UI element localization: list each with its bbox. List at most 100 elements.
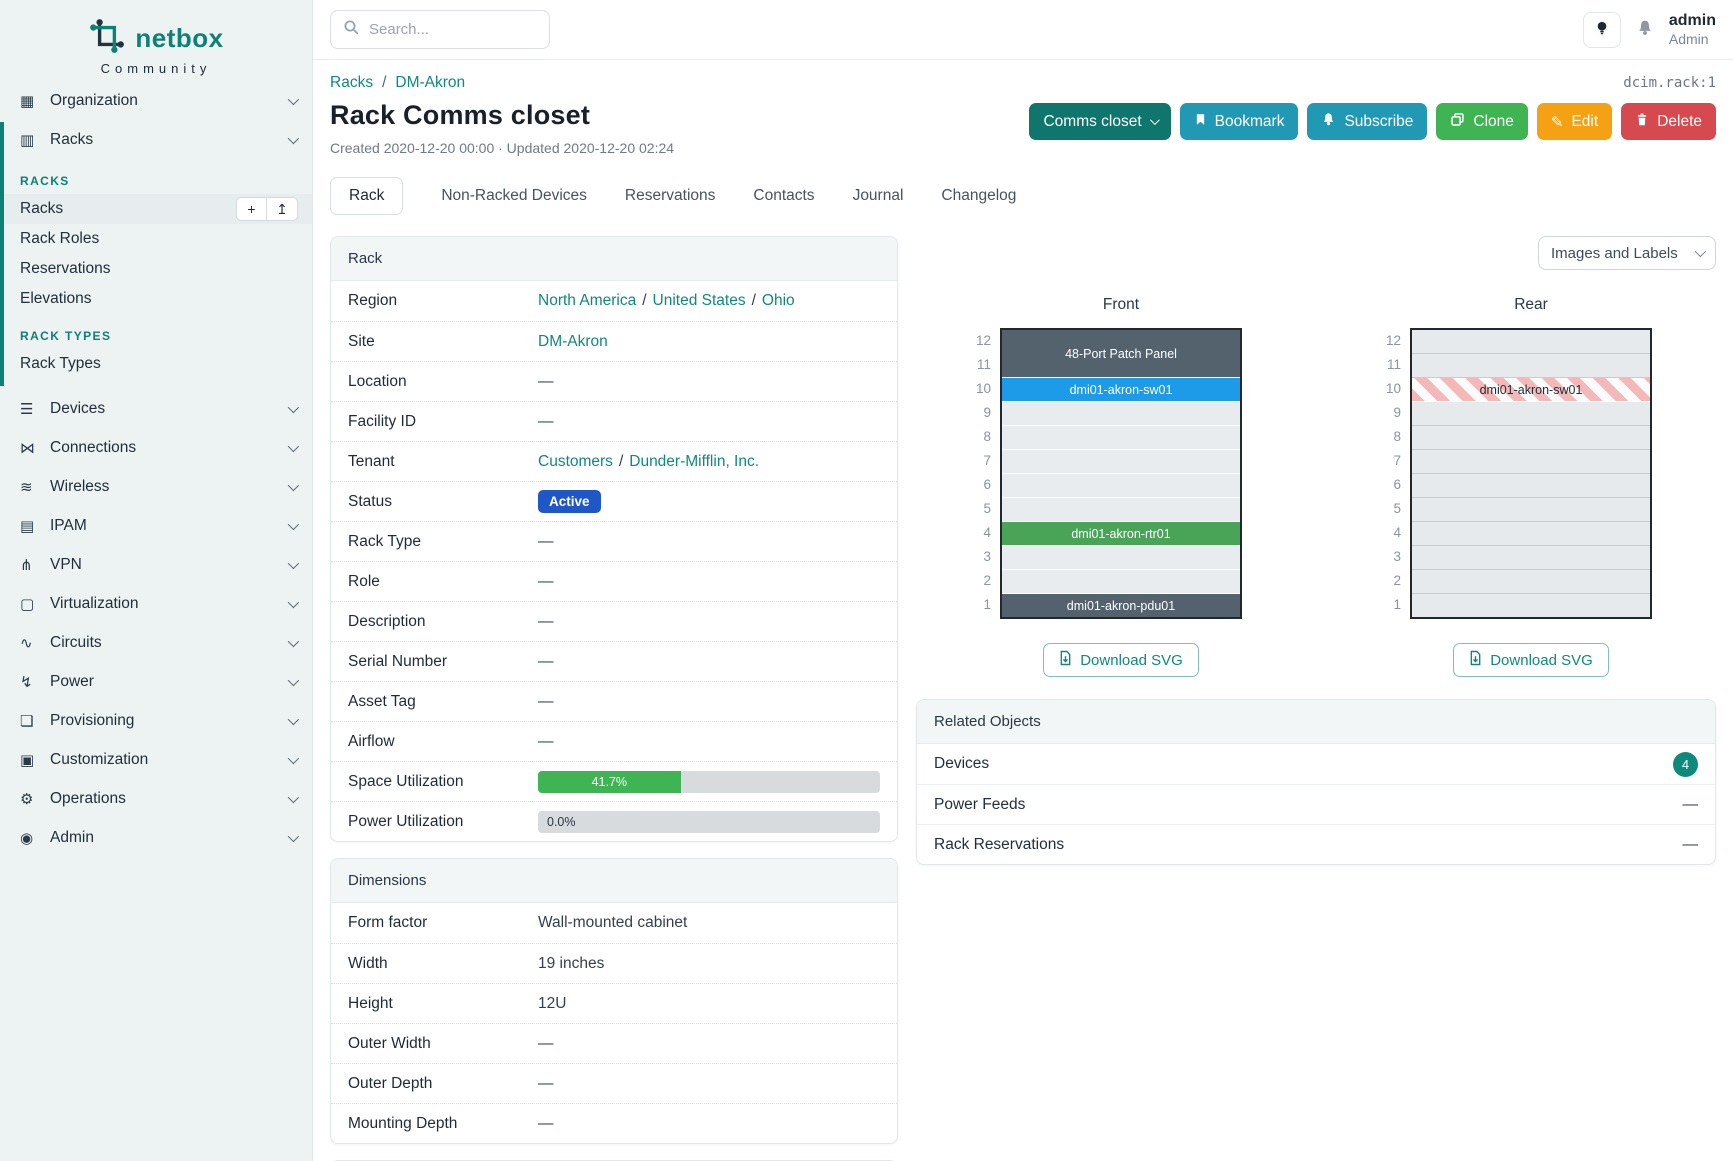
chevron-down-icon: [287, 752, 300, 764]
theme-toggle-button[interactable]: [1582, 11, 1621, 48]
tab-non-racked-devices[interactable]: Non-Racked Devices: [441, 186, 587, 204]
related-row-power-feeds[interactable]: Power Feeds —: [917, 784, 1715, 824]
brand-subtitle: Community: [100, 61, 212, 76]
sidebar-item-operations[interactable]: ⚙ Operations: [0, 779, 312, 818]
rack-device-patch-panel[interactable]: 48-Port Patch Panel: [1002, 330, 1240, 377]
site-link[interactable]: DM-Akron: [538, 332, 608, 350]
bookmark-button[interactable]: Bookmark: [1179, 103, 1299, 140]
status-badge: Active: [538, 490, 601, 513]
dimensions-card: Dimensions Form factor Wall-mounted cabi…: [330, 858, 898, 1144]
elevation-view-select[interactable]: Images and Labels: [1538, 236, 1716, 270]
front-elevation-title: Front: [1102, 296, 1140, 313]
sidebar-item-elevations[interactable]: Elevations: [20, 290, 92, 307]
subscribe-button[interactable]: Subscribe: [1307, 103, 1428, 140]
rack-slot-empty: [1412, 546, 1650, 570]
field-row-location: Location —: [331, 361, 897, 401]
monitor-icon: ▢: [20, 595, 35, 613]
search-input[interactable]: [369, 21, 537, 38]
sidebar-item-rack-roles[interactable]: Rack Roles: [20, 230, 100, 247]
edit-button[interactable]: ✎ Edit: [1536, 103, 1613, 140]
rack-device-sw01-rear[interactable]: dmi01-akron-sw01: [1412, 378, 1650, 401]
rack-card: Rack Region North America / United State…: [330, 236, 898, 842]
breadcrumb-link-site[interactable]: DM-Akron: [395, 74, 466, 91]
sidebar-item-virtualization[interactable]: ▢ Virtualization: [0, 584, 312, 623]
brand-block[interactable]: netbox Community: [0, 0, 312, 81]
field-row-region: Region North America / United States / O…: [348, 292, 795, 309]
copy-icon: [1450, 112, 1465, 132]
region-link[interactable]: United States: [652, 292, 746, 309]
sidebar-item-connections[interactable]: ⋈ Connections: [0, 428, 312, 467]
pencil-icon: ✎: [1550, 113, 1564, 131]
tab-journal[interactable]: Journal: [852, 186, 904, 204]
sidebar-item-power[interactable]: ↯ Power: [0, 662, 312, 701]
sidebar-group-heading-racks: RACKS: [20, 174, 70, 188]
user-menu[interactable]: admin Admin: [1669, 11, 1716, 49]
breadcrumb-separator: /: [382, 74, 387, 91]
rack-device-pdu01[interactable]: dmi01-akron-pdu01: [1002, 594, 1240, 617]
delete-button[interactable]: Delete: [1621, 103, 1716, 140]
notifications-button[interactable]: [1636, 19, 1654, 40]
bookmark-icon: [1194, 112, 1207, 132]
region-link[interactable]: Ohio: [761, 292, 795, 309]
tenant-link[interactable]: Dunder-Mifflin, Inc.: [629, 452, 760, 470]
sidebar-item-racks-list[interactable]: Racks + ↥: [0, 194, 312, 224]
created-updated-meta: Created 2020-12-20 00:00 · Updated 2020-…: [330, 140, 675, 156]
rack-slot-empty: [1002, 498, 1240, 521]
region-link[interactable]: North America: [538, 292, 637, 309]
sidebar: netbox Community ▦ Organization ▥ Racks …: [0, 0, 313, 1161]
rack-slot-empty: [1002, 546, 1240, 569]
front-elevation: Front 12 11 10 9 8 7 6 5 4: [970, 296, 1242, 677]
sidebar-item-organization[interactable]: ▦ Organization: [0, 81, 312, 120]
brand-name: netbox: [135, 22, 224, 53]
rack-slot-empty: [1412, 354, 1650, 378]
field-row-site: Site DM-Akron: [331, 321, 897, 361]
tab-bar: Rack Non-Racked Devices Reservations Con…: [330, 176, 1716, 215]
related-row-devices[interactable]: Devices 4: [917, 744, 1715, 784]
sidebar-item-vpn[interactable]: ⋔ VPN: [0, 545, 312, 584]
breadcrumb-link-racks[interactable]: Racks: [330, 74, 374, 91]
tab-reservations[interactable]: Reservations: [624, 186, 716, 204]
related-row-rack-reservations[interactable]: Rack Reservations —: [917, 824, 1715, 864]
rack-slot-empty: [1002, 402, 1240, 425]
sidebar-item-admin[interactable]: ◉ Admin: [0, 818, 312, 857]
rack-device-rtr01[interactable]: dmi01-akron-rtr01: [1002, 522, 1240, 545]
field-row-outer-width: Outer Width —: [331, 1023, 897, 1063]
tab-rack[interactable]: Rack: [330, 176, 404, 215]
import-rack-button[interactable]: ↥: [267, 197, 298, 221]
chevron-down-icon: [287, 132, 300, 144]
rear-rack-diagram: dmi01-akron-sw01: [1410, 328, 1652, 619]
related-objects-header: Related Objects: [917, 700, 1715, 744]
sidebar-item-reservations[interactable]: Reservations: [20, 260, 111, 277]
rack-device-sw01[interactable]: dmi01-akron-sw01: [1002, 378, 1240, 401]
scope-dropdown-button[interactable]: Comms closet: [1029, 103, 1171, 140]
building-icon: ▦: [20, 92, 35, 110]
sidebar-item-ipam[interactable]: ▤ IPAM: [0, 506, 312, 545]
sidebar-item-devices[interactable]: ☰ Devices: [0, 389, 312, 428]
tenant-group-link[interactable]: Customers: [538, 452, 613, 470]
tab-contacts[interactable]: Contacts: [753, 186, 815, 204]
field-row-description: Description —: [331, 601, 897, 641]
trash-icon: [1635, 112, 1649, 132]
tab-changelog[interactable]: Changelog: [941, 186, 1017, 204]
download-svg-front-button[interactable]: Download SVG: [1043, 643, 1199, 677]
devices-count-badge: 4: [1673, 751, 1698, 777]
sidebar-sections: ☰ Devices ⋈ Connections ≋ Wireless ▤ IPA…: [0, 389, 312, 857]
sidebar-item-rack-types[interactable]: Rack Types: [20, 355, 101, 372]
rack-slot-empty: [1002, 474, 1240, 497]
field-row-serial-number: Serial Number —: [331, 641, 897, 681]
download-svg-rear-button[interactable]: Download SVG: [1453, 643, 1609, 677]
circuits-icon: ∿: [20, 634, 33, 652]
clone-button[interactable]: Clone: [1436, 103, 1528, 140]
lightning-icon: ↯: [20, 673, 33, 691]
field-row-rack-type: Rack Type —: [331, 521, 897, 561]
sidebar-item-customization[interactable]: ▣ Customization: [0, 740, 312, 779]
sidebar-item-wireless[interactable]: ≋ Wireless: [0, 467, 312, 506]
add-rack-button[interactable]: +: [236, 197, 267, 221]
related-objects-card: Related Objects Devices 4 Power Feeds — …: [916, 699, 1716, 865]
file-download-icon: [1059, 650, 1072, 670]
sidebar-item-circuits[interactable]: ∿ Circuits: [0, 623, 312, 662]
rack-slot-empty: [1412, 450, 1650, 474]
sidebar-item-provisioning[interactable]: ❏ Provisioning: [0, 701, 312, 740]
sidebar-item-racks[interactable]: ▥ Racks: [0, 120, 312, 159]
document-icon: ❏: [20, 712, 34, 730]
